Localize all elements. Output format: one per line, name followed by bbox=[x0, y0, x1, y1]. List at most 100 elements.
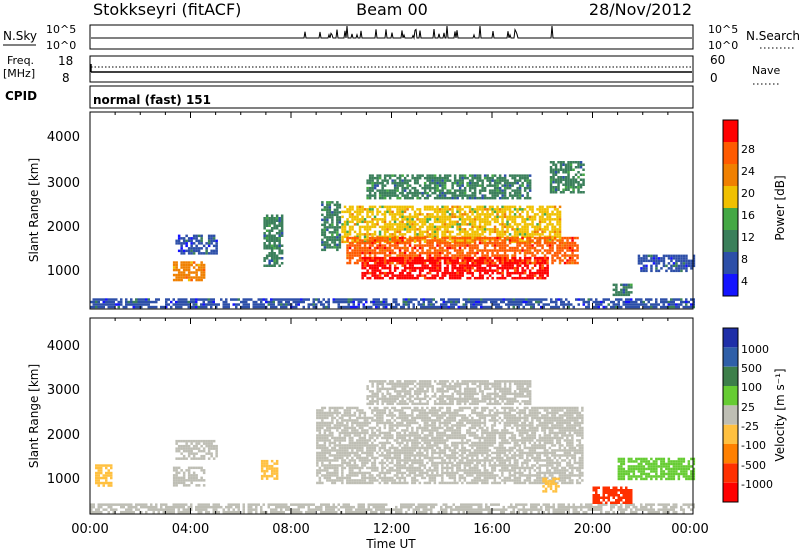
range-time-cell bbox=[420, 306, 423, 309]
range-time-cell bbox=[461, 249, 464, 252]
range-time-cell bbox=[313, 511, 316, 514]
range-time-cell bbox=[565, 303, 568, 306]
range-time-cell bbox=[509, 233, 512, 236]
range-time-cell bbox=[266, 240, 269, 243]
range-time-cell bbox=[446, 197, 449, 200]
range-time-cell bbox=[444, 206, 447, 209]
range-time-cell bbox=[501, 184, 504, 187]
range-time-cell bbox=[280, 503, 283, 506]
range-time-cell bbox=[680, 303, 683, 306]
nsearch-tick-top: 10^5 bbox=[708, 23, 738, 36]
range-time-cell bbox=[334, 239, 337, 242]
range-time-cell bbox=[421, 259, 424, 262]
range-time-cell bbox=[210, 250, 213, 253]
range-time-cell bbox=[551, 218, 554, 221]
range-time-cell bbox=[476, 226, 479, 229]
power-ytick-label: 1000 bbox=[47, 264, 80, 279]
range-time-cell bbox=[474, 194, 477, 197]
range-time-cell bbox=[675, 262, 678, 265]
range-time-cell bbox=[673, 255, 676, 258]
range-time-cell bbox=[514, 239, 517, 242]
range-time-cell bbox=[479, 179, 482, 182]
range-time-cell bbox=[361, 242, 364, 245]
range-time-cell bbox=[595, 508, 598, 511]
range-time-cell bbox=[140, 301, 143, 304]
range-time-cell bbox=[389, 238, 392, 241]
range-time-cell bbox=[255, 511, 258, 514]
range-time-cell bbox=[366, 216, 369, 219]
range-time-cell bbox=[380, 303, 383, 306]
range-time-cell bbox=[461, 216, 464, 219]
range-time-cell bbox=[271, 237, 274, 240]
range-time-cell bbox=[168, 508, 171, 511]
range-time-cell bbox=[529, 242, 532, 245]
range-time-cell bbox=[451, 257, 454, 260]
range-time-cell bbox=[538, 503, 541, 506]
range-time-cell bbox=[576, 249, 579, 252]
range-time-cell bbox=[436, 233, 439, 236]
range-time-cell bbox=[485, 506, 488, 509]
range-time-cell bbox=[190, 261, 193, 264]
range-time-cell bbox=[471, 194, 474, 197]
range-time-cell bbox=[557, 161, 560, 164]
range-time-cell bbox=[371, 264, 374, 267]
range-time-cell bbox=[509, 211, 512, 214]
range-time-cell bbox=[546, 257, 549, 260]
range-time-cell bbox=[504, 174, 507, 177]
range-time-cell bbox=[496, 192, 499, 195]
range-time-cell bbox=[268, 245, 271, 248]
range-time-cell bbox=[436, 249, 439, 252]
range-time-cell bbox=[439, 189, 442, 192]
range-time-cell bbox=[193, 457, 196, 460]
range-time-cell bbox=[248, 506, 251, 509]
range-time-cell bbox=[271, 250, 274, 253]
range-time-cell bbox=[401, 277, 404, 280]
range-time-cell bbox=[658, 270, 661, 273]
range-time-cell bbox=[484, 244, 487, 247]
range-time-cell bbox=[364, 228, 367, 231]
range-time-cell bbox=[610, 506, 613, 509]
range-time-cell bbox=[361, 233, 364, 236]
range-time-cell bbox=[325, 508, 328, 511]
range-time-cell bbox=[521, 242, 524, 245]
range-time-cell bbox=[321, 214, 324, 217]
range-time-cell bbox=[511, 174, 514, 177]
range-time-cell bbox=[496, 231, 499, 234]
range-time-cell bbox=[449, 197, 452, 200]
range-time-cell bbox=[600, 301, 603, 304]
range-time-cell bbox=[499, 197, 502, 200]
range-time-cell bbox=[278, 265, 281, 268]
range-time-cell bbox=[491, 242, 494, 245]
range-time-cell bbox=[321, 224, 324, 227]
range-time-cell bbox=[506, 257, 509, 260]
range-time-cell bbox=[501, 221, 504, 224]
range-time-cell bbox=[308, 298, 311, 301]
range-time-cell bbox=[491, 254, 494, 256]
range-time-cell bbox=[409, 242, 412, 245]
range-time-cell bbox=[278, 225, 281, 228]
range-time-cell bbox=[346, 231, 349, 234]
range-time-cell bbox=[128, 303, 131, 306]
range-time-cell bbox=[346, 244, 349, 247]
range-time-cell bbox=[401, 239, 404, 242]
range-time-cell bbox=[404, 179, 407, 182]
range-time-cell bbox=[454, 277, 457, 280]
range-time-cell bbox=[386, 179, 389, 182]
range-time-cell bbox=[653, 306, 656, 309]
range-time-cell bbox=[543, 303, 546, 306]
range-time-cell bbox=[559, 206, 562, 209]
range-time-cell bbox=[557, 179, 560, 182]
range-time-cell bbox=[441, 226, 444, 229]
range-time-cell bbox=[93, 511, 96, 514]
power-data-cells bbox=[90, 161, 695, 308]
range-time-cell bbox=[431, 247, 434, 250]
range-time-cell bbox=[346, 233, 349, 236]
range-time-cell bbox=[630, 511, 633, 514]
range-time-cell bbox=[526, 264, 529, 267]
range-time-cell bbox=[326, 244, 329, 247]
range-time-cell bbox=[193, 250, 196, 253]
range-time-cell bbox=[560, 181, 563, 184]
range-time-cell bbox=[300, 506, 303, 509]
range-time-cell bbox=[516, 226, 519, 229]
range-time-cell bbox=[623, 289, 626, 292]
